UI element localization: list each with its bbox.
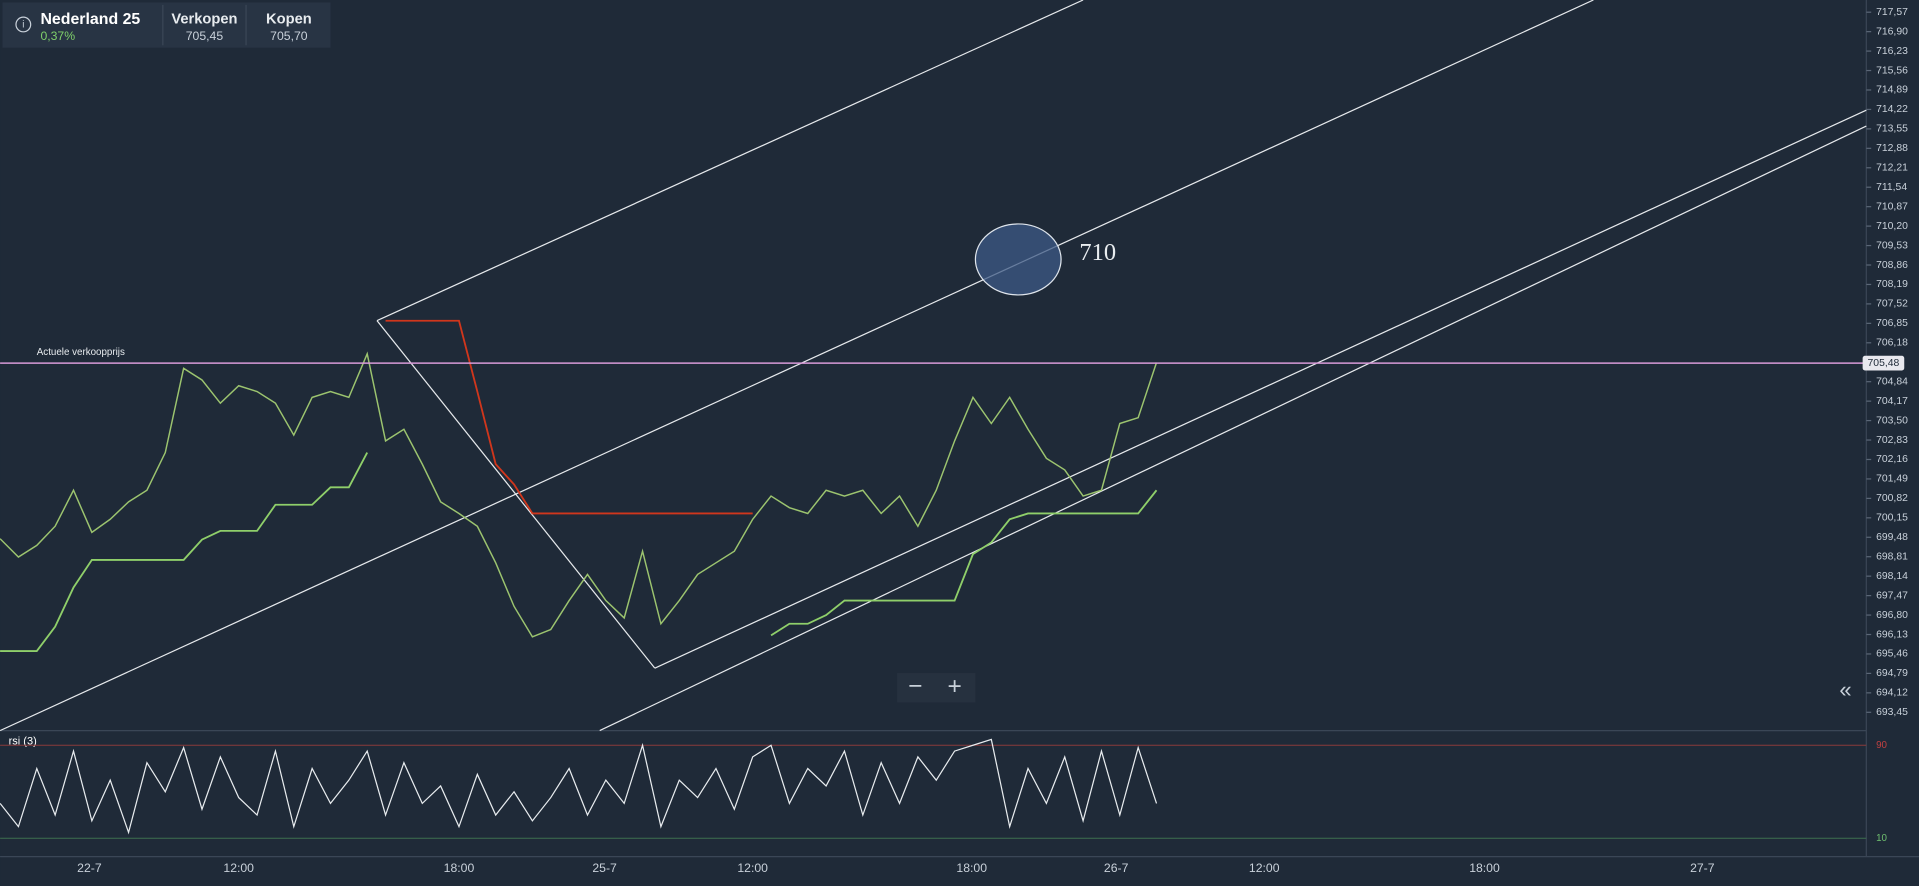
y-tick-label: 709,53 <box>1876 240 1908 251</box>
y-tick-label: 708,86 <box>1876 260 1908 271</box>
support-line <box>0 452 1158 652</box>
trend-line <box>0 0 1594 732</box>
y-tick-label: 710,87 <box>1876 201 1908 212</box>
y-tick-label: 701,49 <box>1876 474 1908 485</box>
highlight-ellipse <box>974 223 1062 296</box>
y-tick-label: 693,45 <box>1876 707 1908 718</box>
current-price-tag <box>1862 355 1905 371</box>
y-tick-label: 694,12 <box>1876 688 1908 699</box>
y-tick-label: 696,13 <box>1876 629 1908 640</box>
x-tick-label: 12:00 <box>737 861 768 875</box>
rsi-label: rsi (3) <box>9 736 37 748</box>
y-tick-label: 704,84 <box>1876 376 1908 387</box>
buy-price[interactable]: 705,70 <box>270 29 308 43</box>
y-tick-label: 694,79 <box>1876 668 1908 679</box>
annotation: 710 <box>1079 239 1116 266</box>
sell-price[interactable]: 705,45 <box>186 29 224 43</box>
x-tick-label: 18:00 <box>956 861 987 875</box>
daily-change: 0,37% <box>40 29 75 43</box>
y-tick-label: 714,22 <box>1876 104 1908 115</box>
y-tick-label: 695,46 <box>1876 649 1908 660</box>
info-icon[interactable] <box>15 16 32 33</box>
y-tick-label: 714,89 <box>1876 85 1908 96</box>
y-tick-label: 707,52 <box>1876 299 1908 310</box>
x-tick-label: 25-7 <box>592 861 617 875</box>
current-price-caption: Actuele verkoopprijs <box>37 347 125 358</box>
x-tick-label: 22-7 <box>77 861 102 875</box>
y-tick-label: 706,18 <box>1876 338 1908 349</box>
x-tick-label: 18:00 <box>444 861 475 875</box>
x-tick-label: 18:00 <box>1469 861 1500 875</box>
y-tick-label: 704,17 <box>1876 396 1908 407</box>
y-tick-label: 702,83 <box>1876 435 1908 446</box>
trend-line <box>654 109 1867 669</box>
y-tick-label: 698,14 <box>1876 571 1908 582</box>
y-tick-label: 708,19 <box>1876 279 1908 290</box>
y-tick-label: 716,90 <box>1876 26 1908 37</box>
y-tick-label: 698,81 <box>1876 551 1908 562</box>
zoom-in-button[interactable]: + <box>947 673 961 700</box>
x-tick-label: 12:00 <box>1249 861 1280 875</box>
y-tick-label: 712,21 <box>1876 163 1908 174</box>
y-tick-label: 710,20 <box>1876 221 1908 232</box>
y-tick-label: 702,16 <box>1876 454 1908 465</box>
y-tick-label: 703,50 <box>1876 415 1908 426</box>
buy-label[interactable]: Kopen <box>266 11 312 27</box>
trend-line <box>376 0 1084 322</box>
rsi-line <box>0 738 1158 835</box>
y-tick-label: 700,15 <box>1876 513 1908 524</box>
resistance-line <box>385 319 753 515</box>
x-tick-label: 26-7 <box>1104 861 1129 875</box>
current-price-label: 705,48 <box>1868 358 1900 369</box>
trend-line <box>376 320 656 669</box>
x-tick-label: 27-7 <box>1690 861 1715 875</box>
y-tick-label: 716,23 <box>1876 46 1908 57</box>
y-tick-label: 700,82 <box>1876 493 1908 504</box>
zoom-out-button[interactable]: − <box>908 673 922 700</box>
price-line <box>0 351 1158 638</box>
header-panel <box>2 2 331 48</box>
y-tick-label: 715,56 <box>1876 65 1908 76</box>
zoom-panel <box>897 673 976 703</box>
trend-line <box>599 125 1867 732</box>
rsi-tick-label: 10 <box>1876 833 1887 844</box>
y-tick-label: 713,55 <box>1876 124 1908 135</box>
trend-lines <box>0 0 1867 732</box>
y-tick-label: 699,48 <box>1876 532 1908 543</box>
y-tick-label: 717,57 <box>1876 7 1908 18</box>
y-tick-label: 696,80 <box>1876 610 1908 621</box>
y-tick-label: 712,88 <box>1876 143 1908 154</box>
x-tick-label: 12:00 <box>223 861 254 875</box>
instrument-name: Nederland 25 <box>40 11 140 28</box>
y-tick-label: 706,85 <box>1876 318 1908 329</box>
collapse-button[interactable]: « <box>1839 677 1851 702</box>
info-icon-glyph: i <box>22 20 24 31</box>
rsi-tick-label: 90 <box>1876 740 1887 751</box>
sell-label[interactable]: Verkopen <box>171 11 237 27</box>
y-tick-label: 697,47 <box>1876 590 1908 601</box>
y-tick-label: 711,54 <box>1876 182 1907 193</box>
